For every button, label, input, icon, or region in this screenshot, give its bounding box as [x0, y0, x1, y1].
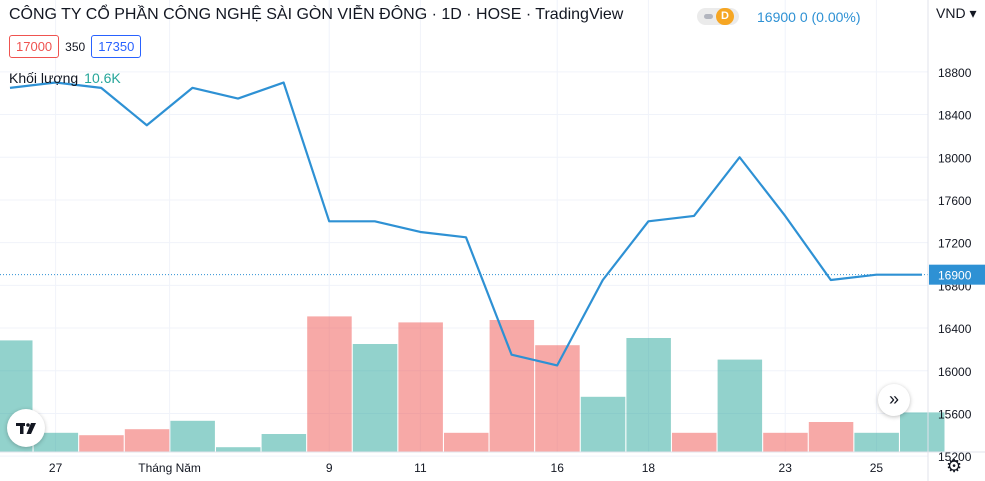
- price-line: [0, 81, 928, 367]
- currency-selector[interactable]: VND ▾: [936, 5, 977, 21]
- last-price-tag-label: 16900: [938, 269, 972, 283]
- last-price-change: 16900 0 (0.00%): [757, 9, 861, 25]
- x-tick-label: 9: [326, 461, 333, 475]
- tradingview-logo[interactable]: [7, 409, 45, 447]
- toggle-d-badge: D: [716, 8, 734, 25]
- tradingview-logo-icon: [16, 423, 36, 434]
- volume-bar: [398, 322, 443, 452]
- spread-value: 350: [65, 39, 86, 54]
- y-tick-label: 15200: [938, 450, 972, 464]
- grid-lines: [0, 0, 928, 457]
- volume-bar: [763, 432, 808, 452]
- session-toggle[interactable]: D: [697, 8, 739, 25]
- settings-gear-icon[interactable]: ⚙: [946, 456, 963, 476]
- y-tick-label: 18400: [938, 109, 972, 123]
- volume-bar: [216, 447, 261, 452]
- volume-bar: [808, 422, 854, 452]
- x-tick-label: 25: [870, 461, 884, 475]
- x-tick-label: 11: [414, 461, 427, 475]
- volume-bar: [854, 432, 899, 452]
- quote-pills: 17000 350 17350: [9, 35, 142, 58]
- volume-bar: [261, 434, 307, 452]
- volume-legend: Khối lượng 10.6K: [9, 70, 121, 86]
- volume-bar: [580, 396, 626, 452]
- y-tick-label: 16000: [938, 365, 972, 379]
- volume-bar: [900, 412, 945, 452]
- double-chevron-right-icon: »: [888, 389, 899, 409]
- chart-title: CÔNG TY CỔ PHẦN CÔNG NGHỆ SÀI GÒN VIỄN Đ…: [9, 6, 624, 23]
- volume-bars: [0, 316, 945, 452]
- volume-bar: [352, 344, 398, 452]
- scroll-to-latest-button[interactable]: »: [878, 384, 910, 416]
- volume-bar: [489, 320, 535, 452]
- last-price-tag: [929, 264, 985, 285]
- y-tick-label: 16400: [938, 322, 972, 336]
- volume-bar: [307, 316, 352, 452]
- x-tick-label: Tháng Năm: [138, 461, 201, 475]
- volume-bar: [626, 338, 671, 452]
- y-tick-label: 18000: [938, 151, 972, 165]
- x-tick-label: 16: [551, 461, 565, 475]
- volume-value: 10.6K: [84, 70, 121, 86]
- volume-bar: [33, 432, 79, 452]
- toggle-dot-icon: [704, 14, 713, 19]
- y-tick-label: 17600: [938, 194, 972, 208]
- x-tick-label: 18: [642, 461, 656, 475]
- x-tick-label: 27: [49, 461, 63, 475]
- price-axis[interactable]: 1520015600160001640016800172001760018000…: [927, 0, 985, 481]
- volume-bar: [717, 359, 763, 452]
- volume-bar: [79, 435, 124, 452]
- y-tick-label: 18800: [938, 66, 972, 80]
- volume-bar: [170, 420, 215, 452]
- volume-bar: [672, 432, 717, 452]
- y-tick-label: 17200: [938, 237, 972, 251]
- volume-bar: [444, 432, 489, 452]
- x-tick-label: 23: [779, 461, 793, 475]
- sell-price-button[interactable]: 17000: [9, 35, 60, 58]
- volume-bar: [124, 429, 170, 452]
- buy-price-button[interactable]: 17350: [91, 35, 142, 58]
- price-series-line: [9, 81, 922, 367]
- y-tick-label: 15600: [938, 407, 972, 421]
- volume-label: Khối lượng: [9, 70, 79, 86]
- time-axis[interactable]: 27 Tháng Năm 9 11 16 18 23 25: [0, 451, 985, 475]
